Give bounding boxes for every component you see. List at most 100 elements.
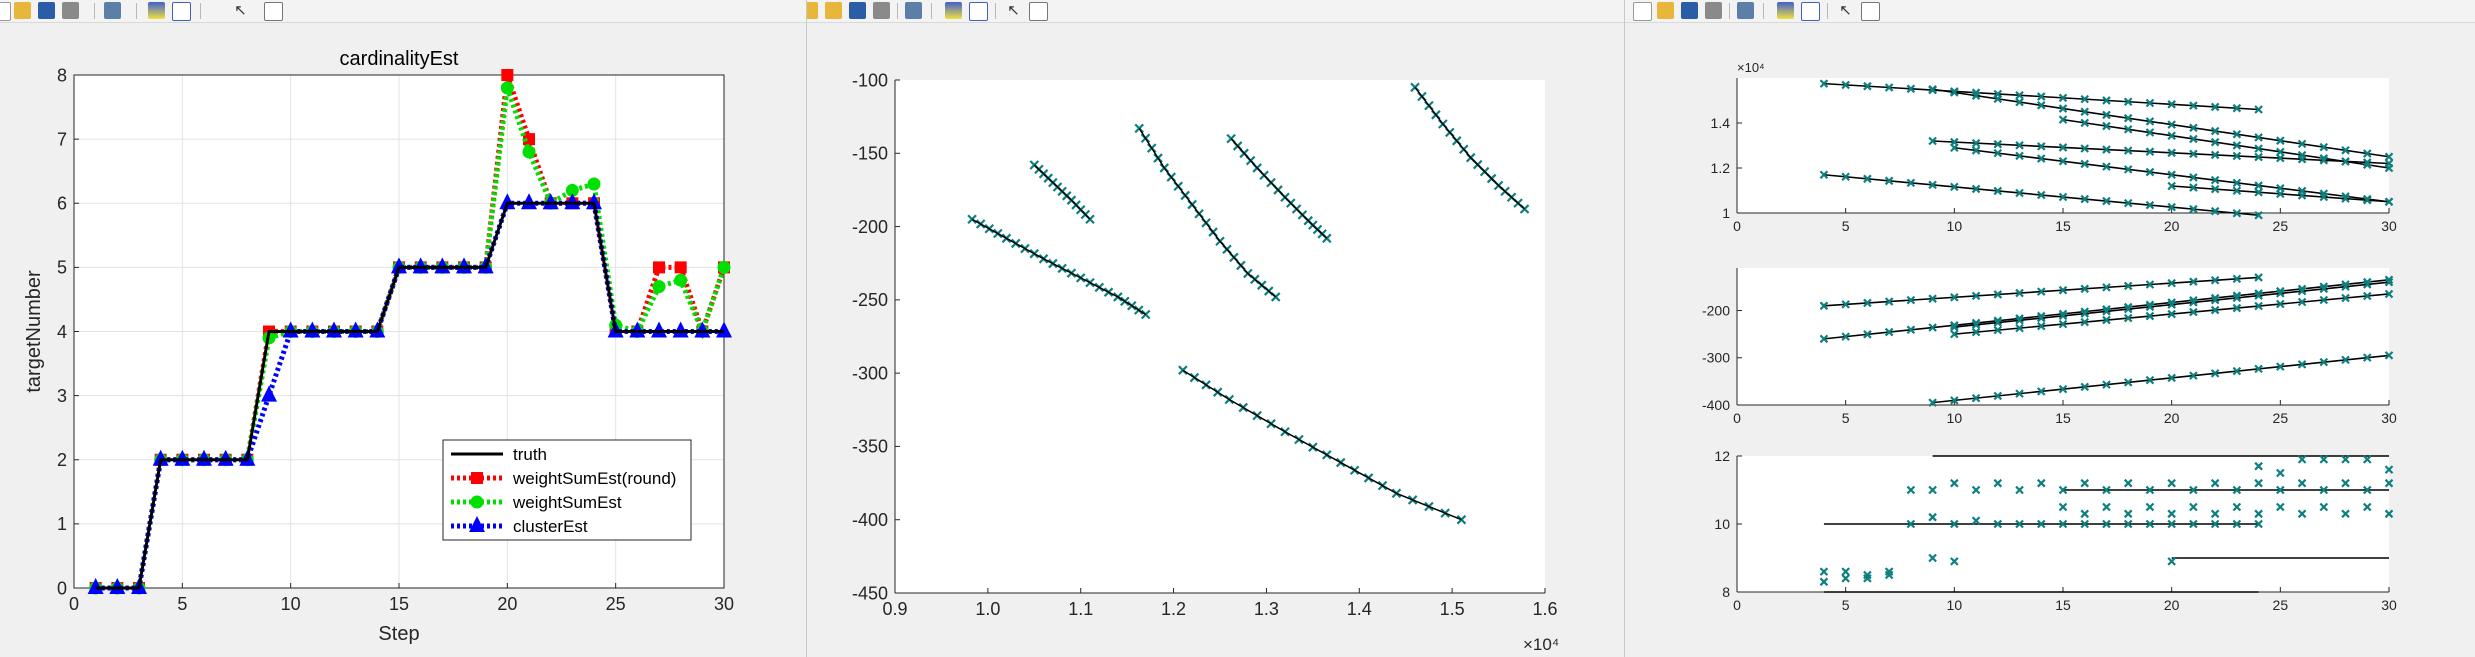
x-tick-label: 30	[2381, 218, 2397, 234]
link-plot-icon[interactable]	[1737, 2, 1754, 19]
data-point	[2167, 557, 2176, 566]
x-tick-label: 1.3	[1254, 599, 1279, 619]
y-tick-label: -400	[852, 510, 888, 530]
data-point	[2210, 206, 2220, 216]
open-folder-icon[interactable]	[807, 2, 818, 19]
data-point	[2232, 103, 2242, 113]
insert-colorbar-icon[interactable]	[148, 2, 165, 19]
data-point	[2319, 192, 2329, 202]
marker-triangle	[694, 321, 711, 338]
data-point	[1928, 180, 1937, 190]
data-point	[2189, 134, 2198, 144]
legend-marker	[471, 472, 483, 484]
insert-legend-icon[interactable]	[1801, 2, 1820, 21]
data-point	[2036, 101, 2046, 110]
data-point	[2123, 378, 2133, 387]
new-file-icon[interactable]	[1633, 2, 1652, 21]
legend: truth weightSumEst(round) weightSumEst clus…	[442, 439, 692, 541]
data-point	[2254, 478, 2263, 488]
insert-colorbar-icon[interactable]	[1777, 2, 1794, 19]
save-icon[interactable]	[849, 2, 866, 19]
data-point	[2276, 147, 2285, 157]
data-point	[2015, 519, 2024, 529]
marker-square	[653, 261, 665, 274]
data-point	[1884, 567, 1894, 576]
pointer-icon[interactable]: ↖	[1007, 2, 1020, 19]
data-point	[2384, 478, 2394, 488]
insert-legend-icon[interactable]	[172, 2, 191, 21]
data-point	[1928, 512, 1937, 522]
data-point	[2036, 154, 2046, 163]
data-point	[1993, 519, 2003, 529]
data-point	[2015, 141, 2024, 150]
plot-area	[1737, 268, 2389, 405]
data-point	[2341, 509, 2350, 519]
data-point	[1993, 325, 2003, 335]
data-point	[2189, 519, 2198, 529]
property-inspector-icon[interactable]	[1861, 2, 1880, 21]
data-point	[2319, 357, 2329, 367]
track-line	[1138, 127, 1277, 298]
data-point	[2384, 351, 2394, 360]
track	[1029, 160, 1095, 225]
toolbar-separator	[931, 3, 932, 19]
open-folder-icon[interactable]	[14, 2, 31, 19]
save-icon[interactable]	[38, 2, 55, 19]
data-point	[2232, 178, 2242, 188]
data-point	[2058, 192, 2068, 202]
marker-square	[501, 69, 514, 81]
marker-triangle	[564, 193, 581, 210]
legend-box	[442, 439, 692, 541]
data-point	[2102, 96, 2111, 105]
marker-square	[674, 261, 687, 274]
series-line-truth	[95, 201, 724, 590]
print-icon[interactable]	[1705, 2, 1722, 19]
data-point	[967, 214, 977, 225]
save-icon[interactable]	[1681, 2, 1698, 19]
data-point	[2145, 98, 2155, 108]
x-tick-label: 30	[714, 594, 734, 614]
data-point	[1884, 176, 1894, 186]
property-inspector-icon[interactable]	[1029, 2, 1048, 21]
data-point	[2080, 382, 2090, 392]
data-point	[2232, 129, 2242, 139]
data-point	[2080, 478, 2090, 488]
track	[967, 214, 1151, 320]
chart-title: cardinalityEst	[340, 48, 459, 70]
data-point	[2210, 137, 2220, 147]
data-point	[2276, 502, 2285, 512]
data-point	[1950, 329, 1959, 339]
x-tick-label: 1.5	[1440, 599, 1465, 619]
print-icon[interactable]	[62, 2, 79, 19]
x-tick-label: 5	[177, 594, 187, 614]
insert-colorbar-icon[interactable]	[945, 2, 962, 19]
marker-triangle	[109, 578, 126, 594]
data-point	[2058, 311, 2068, 321]
data-point	[2297, 154, 2307, 164]
legend-marker	[469, 516, 485, 532]
open-folder-icon[interactable]	[825, 2, 842, 19]
x-tick-label: 15	[389, 594, 409, 614]
data-point	[1971, 485, 1981, 495]
pointer-icon[interactable]: ↖	[1839, 2, 1852, 19]
plot-area	[895, 80, 1545, 593]
open-folder-icon[interactable]	[1657, 2, 1674, 19]
link-plot-icon[interactable]	[104, 2, 121, 19]
link-plot-icon[interactable]	[905, 2, 922, 19]
data-point	[2319, 502, 2329, 512]
data-point	[2362, 353, 2372, 362]
data-point	[2189, 101, 2198, 110]
data-point	[2362, 485, 2372, 495]
data-point	[1971, 184, 1981, 194]
pointer-icon[interactable]: ↖	[234, 2, 247, 19]
data-point	[1993, 139, 2003, 149]
cardinality-chart: 0 5 10 15 20 25 30 0 1 2 3 4 5 6 7 8 cardinalityEst Step t…	[23, 48, 734, 645]
data-point	[2341, 355, 2350, 365]
data-point	[2362, 280, 2372, 289]
print-icon[interactable]	[873, 2, 890, 19]
data-point	[2210, 305, 2220, 315]
new-file-icon[interactable]	[0, 2, 11, 21]
insert-legend-icon[interactable]	[969, 2, 988, 21]
property-inspector-icon[interactable]	[264, 2, 283, 21]
data-point	[2036, 321, 2046, 331]
